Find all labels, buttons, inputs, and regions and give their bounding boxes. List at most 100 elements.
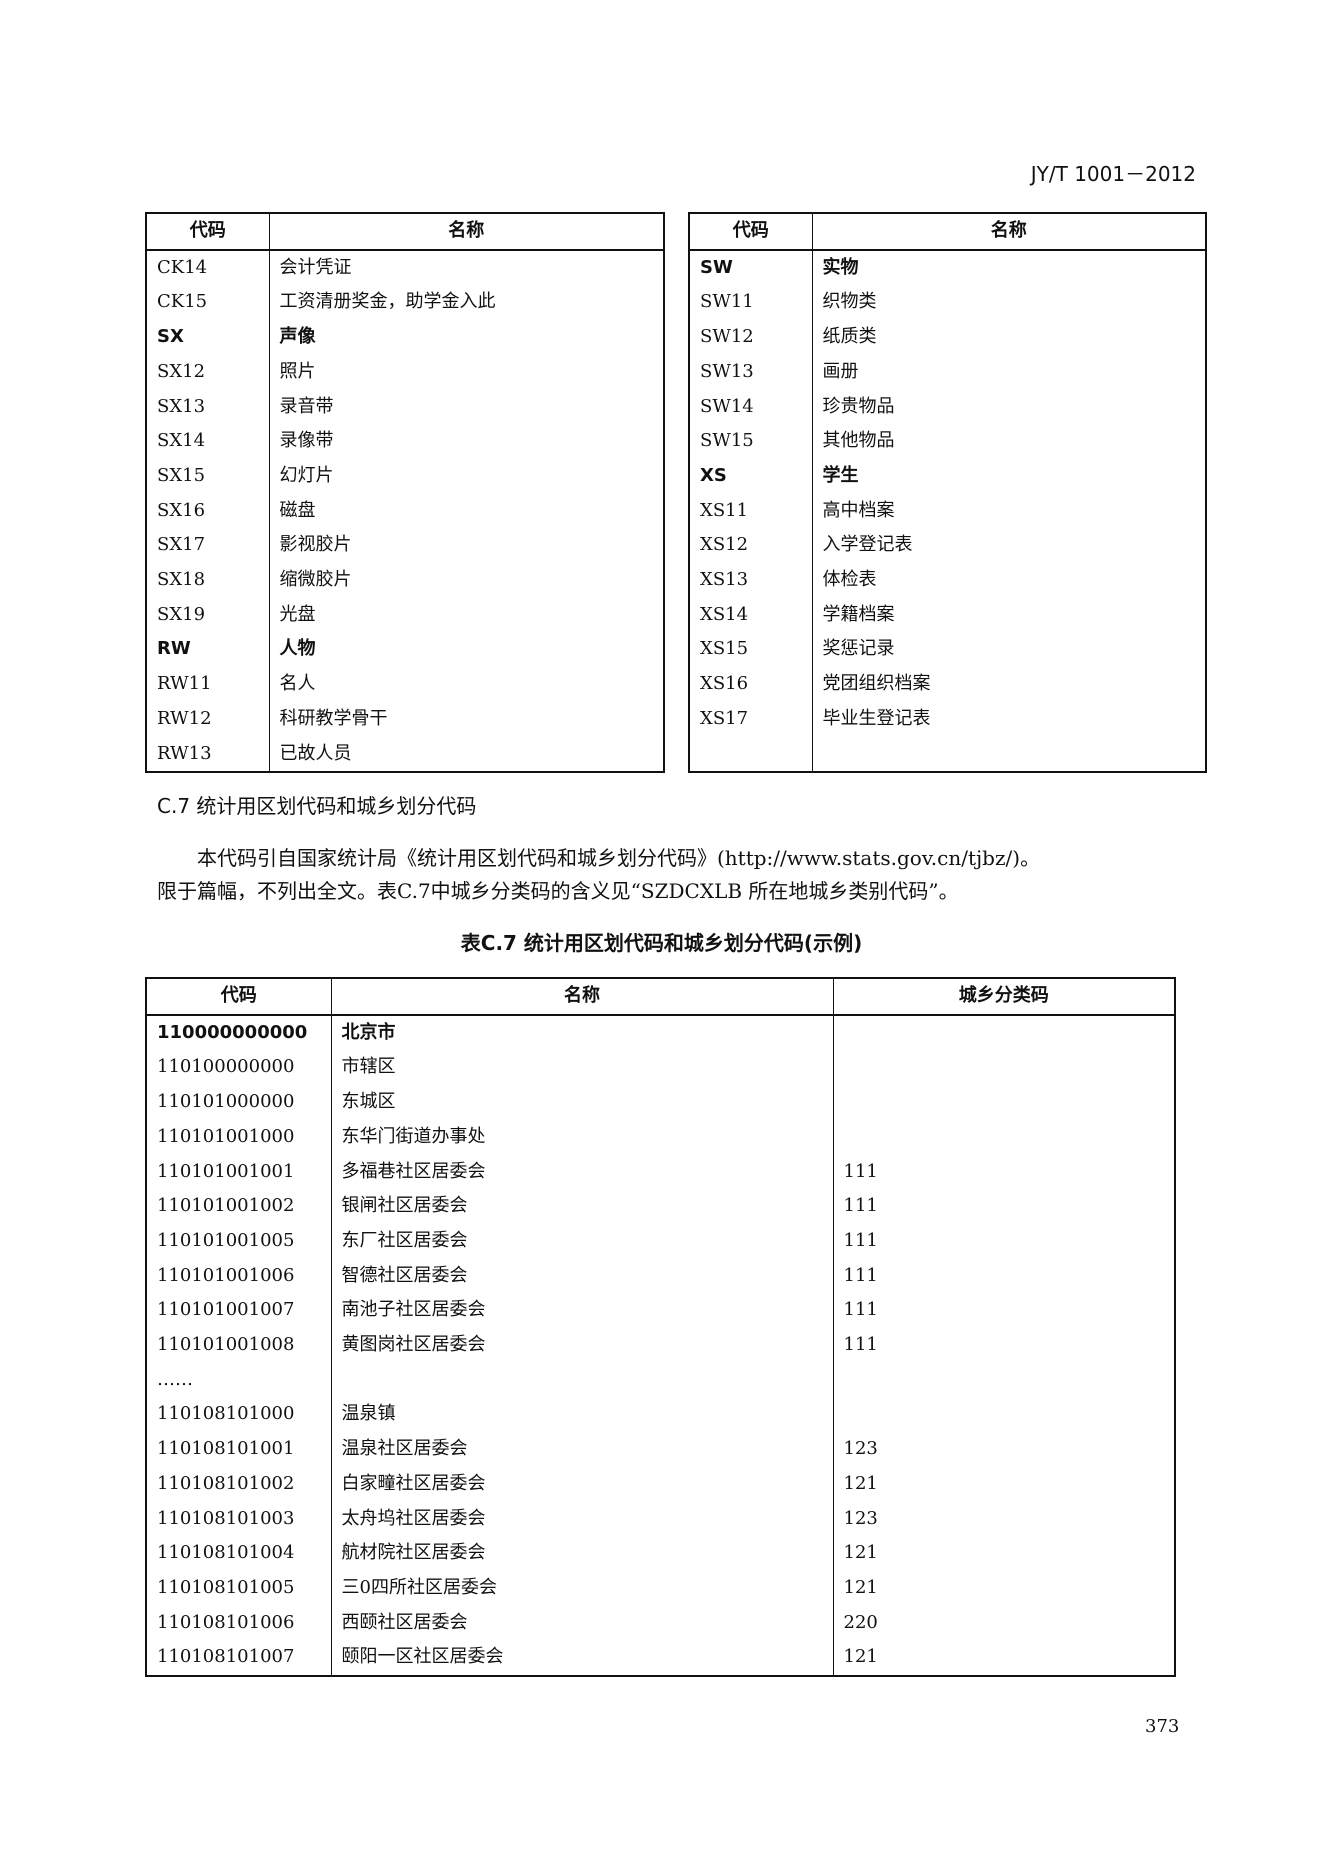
table-row: XS17 毕业生登记表 xyxy=(689,701,1206,737)
urban-rural-code-cell xyxy=(833,1397,1175,1432)
name-cell: 体检表 xyxy=(822,569,877,591)
code-cell: 110101001002 xyxy=(146,1189,332,1224)
name-cell: 温泉社区居委会 xyxy=(331,1432,834,1467)
code-cell: RW11 xyxy=(146,667,270,702)
urban-rural-code-cell: 123 xyxy=(843,1507,878,1529)
code-cell: 110108101001 xyxy=(146,1432,332,1467)
name-cell: 温泉镇 xyxy=(331,1397,834,1433)
name-cell: 实物 xyxy=(822,256,859,278)
code-cell: SW11 xyxy=(689,285,813,321)
urban-rural-code-cell: 121 xyxy=(843,1576,878,1598)
code-cell: 110100000000 xyxy=(146,1050,332,1086)
table-row: 110101001008 黄图岗社区居委会 111 xyxy=(146,1328,1175,1363)
name-cell: 东华门街道办事处 xyxy=(331,1119,834,1155)
urban-rural-code-cell: 111 xyxy=(843,1299,878,1321)
name-cell: 录像带 xyxy=(279,430,334,452)
name-cell: 人物 xyxy=(279,638,316,660)
table-row xyxy=(689,736,1206,773)
code-cell: 110101000000 xyxy=(146,1085,332,1120)
urban-rural-code-cell: 111 xyxy=(843,1334,878,1356)
code-cell: 110000000000 xyxy=(146,1014,332,1051)
name-cell: 智德社区居委会 xyxy=(331,1258,834,1294)
code-cell: SW13 xyxy=(689,354,813,390)
table-row: SX15 幻灯片 xyxy=(146,458,664,494)
name-cell: 其他物品 xyxy=(822,430,895,452)
code-cell: 110101001001 xyxy=(146,1154,332,1190)
column-header-urban-rural-code: 城乡分类码 xyxy=(833,978,1175,1016)
table-row: 110101001000 东华门街道办事处 xyxy=(146,1119,1175,1155)
code-cell: 110108101005 xyxy=(146,1570,332,1606)
column-header-name: 名称 xyxy=(269,213,664,251)
code-cell: SW14 xyxy=(689,389,813,425)
name-cell: 珍贵物品 xyxy=(822,395,895,417)
code-cell: SX15 xyxy=(146,458,270,494)
code-cell: XS13 xyxy=(689,563,813,598)
table-row: CK14 会计凭证 xyxy=(146,249,664,286)
code-cell: 110101001006 xyxy=(146,1258,332,1294)
code-cell: CK14 xyxy=(146,249,270,286)
table-row: XS 学生 xyxy=(689,458,1206,494)
table-row: …… xyxy=(146,1362,1175,1398)
table-row: 110101001005 东厂社区居委会 111 xyxy=(146,1223,1175,1259)
code-cell: SX19 xyxy=(146,597,270,633)
table-row: 110101001007 南池子社区居委会 111 xyxy=(146,1293,1175,1329)
name-cell: 幻灯片 xyxy=(279,464,334,486)
name-cell: 党团组织档案 xyxy=(822,673,931,695)
name-cell: 学生 xyxy=(822,464,859,486)
paragraph-line: 限于篇幅，不列出全文。表C.7中城乡分类码的含义见“SZDCXLB 所在地城乡类… xyxy=(157,879,959,903)
table-row: SX19 光盘 xyxy=(146,597,664,633)
code-cell: SW15 xyxy=(689,424,813,459)
column-header-code: 代码 xyxy=(146,213,270,251)
urban-rural-code-cell xyxy=(833,1015,1175,1051)
name-cell xyxy=(331,1362,834,1398)
name-cell: 磁盘 xyxy=(279,499,316,521)
table-row: 110000000000 北京市 xyxy=(146,1014,1175,1051)
table-row: XS13 体检表 xyxy=(689,563,1206,598)
urban-rural-code-cell: 121 xyxy=(843,1646,878,1668)
name-cell: 会计凭证 xyxy=(279,256,352,278)
name-cell: 科研教学骨干 xyxy=(279,707,388,729)
code-cell: 110101001005 xyxy=(146,1223,332,1259)
code-cell: 110108101006 xyxy=(146,1605,332,1641)
code-cell: SX13 xyxy=(146,389,270,425)
table-row: 110108101002 白家疃社区居委会 121 xyxy=(146,1466,1175,1502)
table-row: 110101001002 银闸社区居委会 111 xyxy=(146,1189,1175,1224)
region-code-table: 代码 名称 城乡分类码 110000000000 北京市 110100000000 市辖区… xyxy=(145,977,1176,1678)
table-row: RW12 科研教学骨干 xyxy=(146,701,664,737)
name-cell: 奖惩记录 xyxy=(822,638,895,660)
table-row: SX 声像 xyxy=(146,320,664,355)
table-row: SX16 磁盘 xyxy=(146,493,664,529)
table-row: SW12 纸质类 xyxy=(689,320,1206,355)
name-cell: 画册 xyxy=(822,360,859,382)
code-cell: SW12 xyxy=(689,320,813,355)
urban-rural-code-cell xyxy=(833,1120,1175,1155)
name-cell: 工资清册奖金，助学金入此 xyxy=(279,291,496,313)
code-cell: XS12 xyxy=(689,528,813,564)
code-cell: SX12 xyxy=(146,354,270,390)
table-row: 110108101005 三0四所社区居委会 121 xyxy=(146,1570,1175,1606)
urban-rural-code-cell: 220 xyxy=(843,1611,878,1633)
table-row: SX13 录音带 xyxy=(146,389,664,425)
name-cell: 影视胶片 xyxy=(279,534,352,556)
table-row: XS15 奖惩记录 xyxy=(689,632,1206,668)
table-row: RW13 已故人员 xyxy=(146,736,664,773)
name-cell: 航材院社区居委会 xyxy=(331,1536,834,1571)
name-cell: 高中档案 xyxy=(822,499,895,521)
code-cell: XS11 xyxy=(689,493,813,529)
name-cell: 多福巷社区居委会 xyxy=(331,1154,834,1190)
table-row: SX17 影视胶片 xyxy=(146,528,664,564)
code-cell: RW12 xyxy=(146,701,270,737)
code-cell: SW xyxy=(689,249,813,286)
name-cell: 缩微胶片 xyxy=(279,569,352,591)
code-cell: XS17 xyxy=(689,701,813,737)
code-cell: RW13 xyxy=(146,736,270,773)
urban-rural-code-cell: 111 xyxy=(843,1195,878,1217)
code-cell: 110108101003 xyxy=(146,1501,332,1537)
urban-rural-code-cell xyxy=(833,1050,1175,1085)
table-row: 110108101003 太舟坞社区居委会 123 xyxy=(146,1501,1175,1537)
name-cell: 织物类 xyxy=(822,291,877,313)
name-cell: 颐阳一区社区居委会 xyxy=(331,1640,834,1677)
code-cell: SX xyxy=(146,320,270,355)
table-row: XS12 入学登记表 xyxy=(689,528,1206,564)
name-cell: 毕业生登记表 xyxy=(822,707,931,729)
